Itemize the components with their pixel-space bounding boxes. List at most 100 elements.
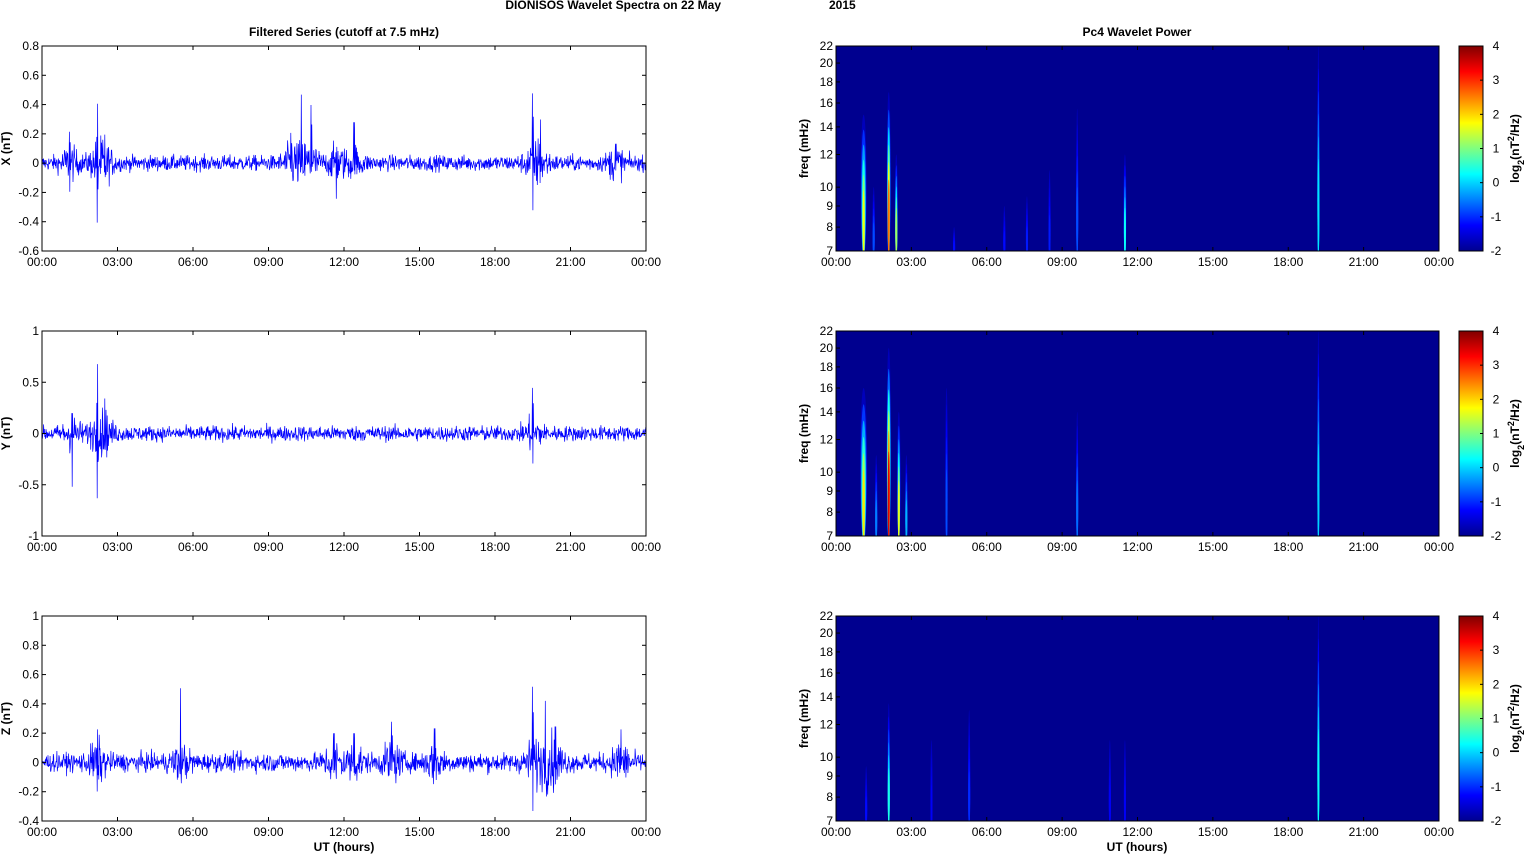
x-tick-label: 03:00 bbox=[896, 255, 926, 269]
colorbar-tick-label: 4 bbox=[1493, 324, 1500, 338]
x-tick-label: 21:00 bbox=[555, 825, 585, 839]
right-x-ticks-x_power: 00:00 03:00 06:00 09:00 12:00 15:00 18:00 21:00… bbox=[821, 46, 1454, 269]
left-column-title: Filtered Series (cutoff at 7.5 mHz) bbox=[249, 25, 439, 39]
series-line-z bbox=[41, 686, 647, 812]
power-blob bbox=[968, 771, 971, 829]
colorbar-tick-label: -2 bbox=[1491, 814, 1502, 828]
x-tick-label: 00:00 bbox=[631, 255, 661, 269]
power-event bbox=[1108, 740, 1111, 830]
y-tick-label: 22 bbox=[820, 39, 834, 53]
power-blob bbox=[1317, 443, 1320, 544]
colorbar-tick-label: -2 bbox=[1491, 529, 1502, 543]
y-tick-label: 9 bbox=[826, 769, 833, 783]
right-x-ticks-y_power: 00:00 03:00 06:00 09:00 12:00 15:00 18:00 21:00… bbox=[821, 331, 1454, 554]
chart-area: -0.6 -0.4 -0.2 0 0.2 0.4 0.6 0.8 00:00 03:00 06:00… bbox=[0, 39, 1525, 854]
power-blob bbox=[1076, 480, 1079, 544]
power-blob bbox=[1123, 207, 1126, 259]
x-tick-label: 00:00 bbox=[821, 825, 851, 839]
x-tick-label: 06:00 bbox=[972, 825, 1002, 839]
y-tick-label: 0.2 bbox=[22, 127, 39, 141]
power-event bbox=[1317, 331, 1320, 544]
x-tick-label: 03:00 bbox=[102, 255, 132, 269]
colorbar-tick-label: 0 bbox=[1493, 176, 1500, 190]
x-tick-label: 15:00 bbox=[1198, 255, 1228, 269]
y-axis-label-y_power: freq (mHz) bbox=[797, 404, 811, 463]
x-tick-label: 06:00 bbox=[972, 255, 1002, 269]
y-tick-label: 0 bbox=[32, 427, 39, 441]
right-column-title: Pc4 Wavelet Power bbox=[1083, 25, 1192, 39]
x-tick-label: 18:00 bbox=[480, 540, 510, 554]
x-tick-label: 06:00 bbox=[178, 540, 208, 554]
power-event bbox=[930, 740, 933, 830]
power-blob bbox=[1108, 784, 1111, 830]
y-tick-label: -0.2 bbox=[18, 785, 39, 799]
power-event bbox=[968, 710, 971, 829]
timeseries-panel-z: -0.4 -0.2 0 0.2 0.4 0.6 0.8 1 bbox=[18, 609, 647, 828]
colorbar-tick-label: 2 bbox=[1493, 392, 1500, 406]
power-event bbox=[1317, 46, 1320, 260]
series-line-y bbox=[41, 364, 647, 499]
x-tick-label: 21:00 bbox=[1349, 540, 1379, 554]
x-tick-label: 21:00 bbox=[1349, 825, 1379, 839]
power-blob bbox=[875, 499, 878, 544]
x-tick-label: 12:00 bbox=[1122, 540, 1152, 554]
power-event bbox=[860, 388, 868, 544]
power-blob bbox=[862, 469, 865, 544]
y-tick-label: 7 bbox=[826, 814, 833, 828]
y-axis-label-y: Y (nT) bbox=[0, 417, 13, 451]
power-event bbox=[1123, 740, 1126, 830]
x-tick-label: 21:00 bbox=[555, 540, 585, 554]
x-tick-label: 00:00 bbox=[821, 540, 851, 554]
y-tick-label: 12 bbox=[820, 148, 834, 162]
y-tick-label: -0.4 bbox=[18, 215, 39, 229]
left-x-ticks-z: 00:00 03:00 06:00 09:00 12:00 15:00 18:00 21:00… bbox=[27, 616, 661, 839]
y-tick-label: 16 bbox=[820, 666, 834, 680]
y-tick-label: 14 bbox=[820, 690, 834, 704]
y-tick-label: 18 bbox=[820, 645, 834, 659]
colorbar-tick-label: 2 bbox=[1493, 677, 1500, 691]
power-event bbox=[886, 348, 892, 544]
power-blob bbox=[895, 207, 898, 259]
colorbar-tick-label: 1 bbox=[1493, 712, 1500, 726]
colorbar-tick-label: 1 bbox=[1493, 142, 1500, 156]
power-blob bbox=[897, 480, 900, 544]
y-tick-label: 0.8 bbox=[22, 39, 39, 53]
x-tick-label: 09:00 bbox=[1047, 825, 1077, 839]
x-tick-label: 00:00 bbox=[1424, 255, 1454, 269]
colorbar-tick-label: -2 bbox=[1491, 244, 1502, 258]
y-ticks-y: -1 -0.5 0 0.5 1 bbox=[18, 324, 646, 543]
y-tick-label: 0.6 bbox=[22, 68, 39, 82]
colorbar-label: log2(nT2/Hz) bbox=[1506, 684, 1525, 753]
x-tick-label: 21:00 bbox=[555, 255, 585, 269]
colorbar-tick-label: 0 bbox=[1493, 461, 1500, 475]
figure-title-year: 2015 bbox=[829, 0, 856, 12]
power-blob bbox=[1317, 728, 1320, 829]
power-blob bbox=[1048, 214, 1051, 259]
power-blob bbox=[887, 179, 890, 259]
y-ticks-z: -0.4 -0.2 0 0.2 0.4 0.6 0.8 1 bbox=[18, 609, 646, 828]
y-tick-label: 8 bbox=[826, 220, 833, 234]
x-tick-label: 09:00 bbox=[253, 540, 283, 554]
power-event bbox=[897, 411, 901, 544]
y-tick-label: 12 bbox=[820, 718, 834, 732]
y-tick-label: 12 bbox=[820, 433, 834, 447]
clip-mask bbox=[836, 821, 1441, 854]
colorbar-tick-label: 1 bbox=[1493, 427, 1500, 441]
freq-ticks-y_power: 7 8 9 10 12 14 16 18 20 22 bbox=[820, 324, 840, 543]
y-tick-label: 0 bbox=[32, 156, 39, 170]
y-ticks-x: -0.6 -0.4 -0.2 0 0.2 0.4 0.6 0.8 bbox=[18, 39, 646, 258]
power-blob bbox=[1123, 784, 1126, 830]
colorbar-x_power: -2 -1 0 1 2 3 4 log2(nT2/Hz) bbox=[1458, 39, 1525, 258]
colorbar-z_power: -2 -1 0 1 2 3 4 log2(nT2/Hz) bbox=[1458, 609, 1525, 828]
power-blob bbox=[862, 189, 865, 259]
spectrogram-panel-x_power: 7 8 9 10 12 14 16 18 20 22 bbox=[820, 39, 1441, 291]
y-tick-label: 10 bbox=[820, 750, 834, 764]
x-tick-label: 00:00 bbox=[821, 255, 851, 269]
y-tick-label: 20 bbox=[820, 56, 834, 70]
x-tick-label: 09:00 bbox=[1047, 255, 1077, 269]
x-tick-label: 15:00 bbox=[404, 540, 434, 554]
y-tick-label: 0.2 bbox=[22, 726, 39, 740]
left-x-ticks-y: 00:00 03:00 06:00 09:00 12:00 15:00 18:00 21:00… bbox=[27, 331, 661, 554]
freq-ticks-z_power: 7 8 9 10 12 14 16 18 20 22 bbox=[820, 609, 840, 828]
power-blob bbox=[1317, 158, 1320, 259]
